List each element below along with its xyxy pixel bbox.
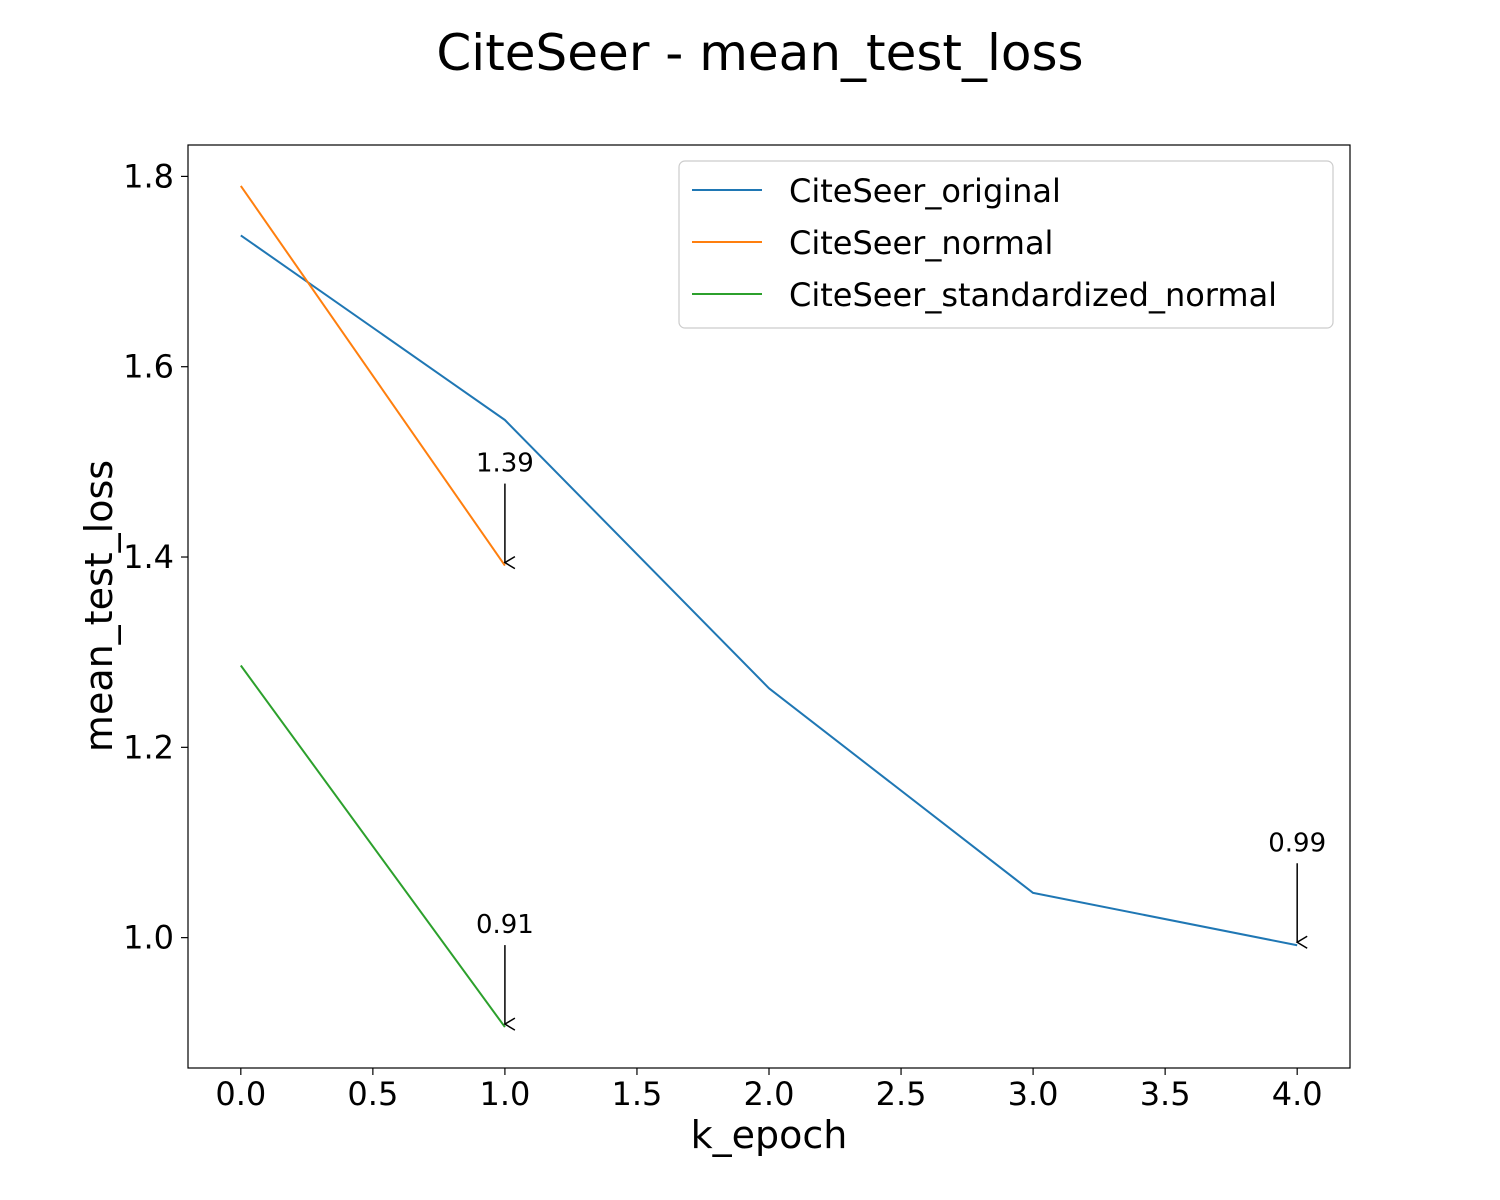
y-tick-label: 1.2 — [123, 728, 174, 766]
legend-label: CiteSeer_standardized_normal — [789, 276, 1277, 314]
series-line-citeseer-standardized-normal — [240, 664, 506, 1028]
x-tick-label: 3.0 — [1008, 1075, 1059, 1113]
x-tick-label: 1.5 — [612, 1075, 663, 1113]
series-line-citeseer-normal — [239, 185, 506, 567]
annotation-layer: 1.39 0.91 0.99 — [476, 449, 1326, 1031]
annotation-label: 0.99 — [1268, 828, 1326, 858]
x-tick-label: 4.0 — [1272, 1075, 1323, 1113]
x-axis-label: k_epoch — [691, 1113, 848, 1157]
legend-box — [678, 160, 1334, 329]
x-tick-label: 0.0 — [215, 1075, 266, 1113]
legend-label: CiteSeer_normal — [789, 224, 1053, 262]
x-tick-label: 3.5 — [1140, 1075, 1191, 1113]
y-tick-label: 1.4 — [123, 538, 174, 576]
legend-label: CiteSeer_original — [789, 172, 1061, 210]
chart-title: CiteSeer - mean_test_loss — [436, 24, 1083, 82]
x-tick-label: 2.0 — [744, 1075, 795, 1113]
y-axis-label: mean_test_loss — [77, 460, 121, 752]
x-tick-label: 0.5 — [347, 1075, 398, 1113]
x-tick-label: 2.5 — [876, 1075, 927, 1113]
y-axis: 1.0 1.2 1.4 1.6 1.8 — [123, 157, 188, 957]
y-tick-label: 1.8 — [123, 157, 174, 195]
y-tick-label: 1.6 — [123, 348, 174, 386]
x-axis: 0.0 0.5 1.0 1.5 2.0 2.5 3.0 3.5 4.0 — [215, 1068, 1323, 1113]
legend: CiteSeer_original CiteSeer_normal CiteSeer… — [678, 160, 1334, 329]
annotation-label: 1.39 — [476, 449, 534, 479]
annotation-label: 0.91 — [476, 910, 534, 940]
y-tick-label: 1.0 — [123, 919, 174, 957]
series-layer — [239, 185, 1298, 1028]
x-tick-label: 1.0 — [479, 1075, 530, 1113]
series-line-citeseer-original — [240, 234, 1298, 947]
